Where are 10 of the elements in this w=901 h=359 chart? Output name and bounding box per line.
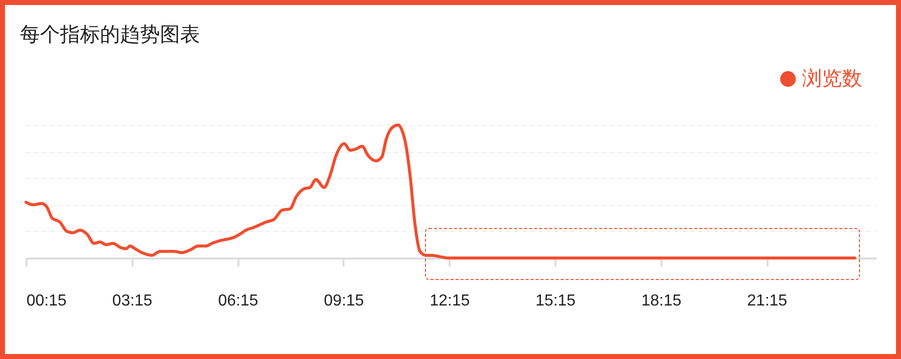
- x-tick-label: 12:15: [430, 292, 470, 310]
- x-tick-label: 15:15: [536, 292, 576, 310]
- x-tick-label: 09:15: [324, 292, 364, 310]
- x-tick-label: 03:15: [112, 292, 152, 310]
- x-tick-label: 21:15: [747, 292, 788, 310]
- legend-label: 浏览数: [802, 68, 862, 90]
- x-tick-label: 00:15: [26, 292, 67, 310]
- x-tick-label: 18:15: [641, 292, 682, 310]
- x-tick-label: 06:15: [218, 292, 258, 310]
- chart-title: 每个指标的趋势图表: [20, 24, 200, 46]
